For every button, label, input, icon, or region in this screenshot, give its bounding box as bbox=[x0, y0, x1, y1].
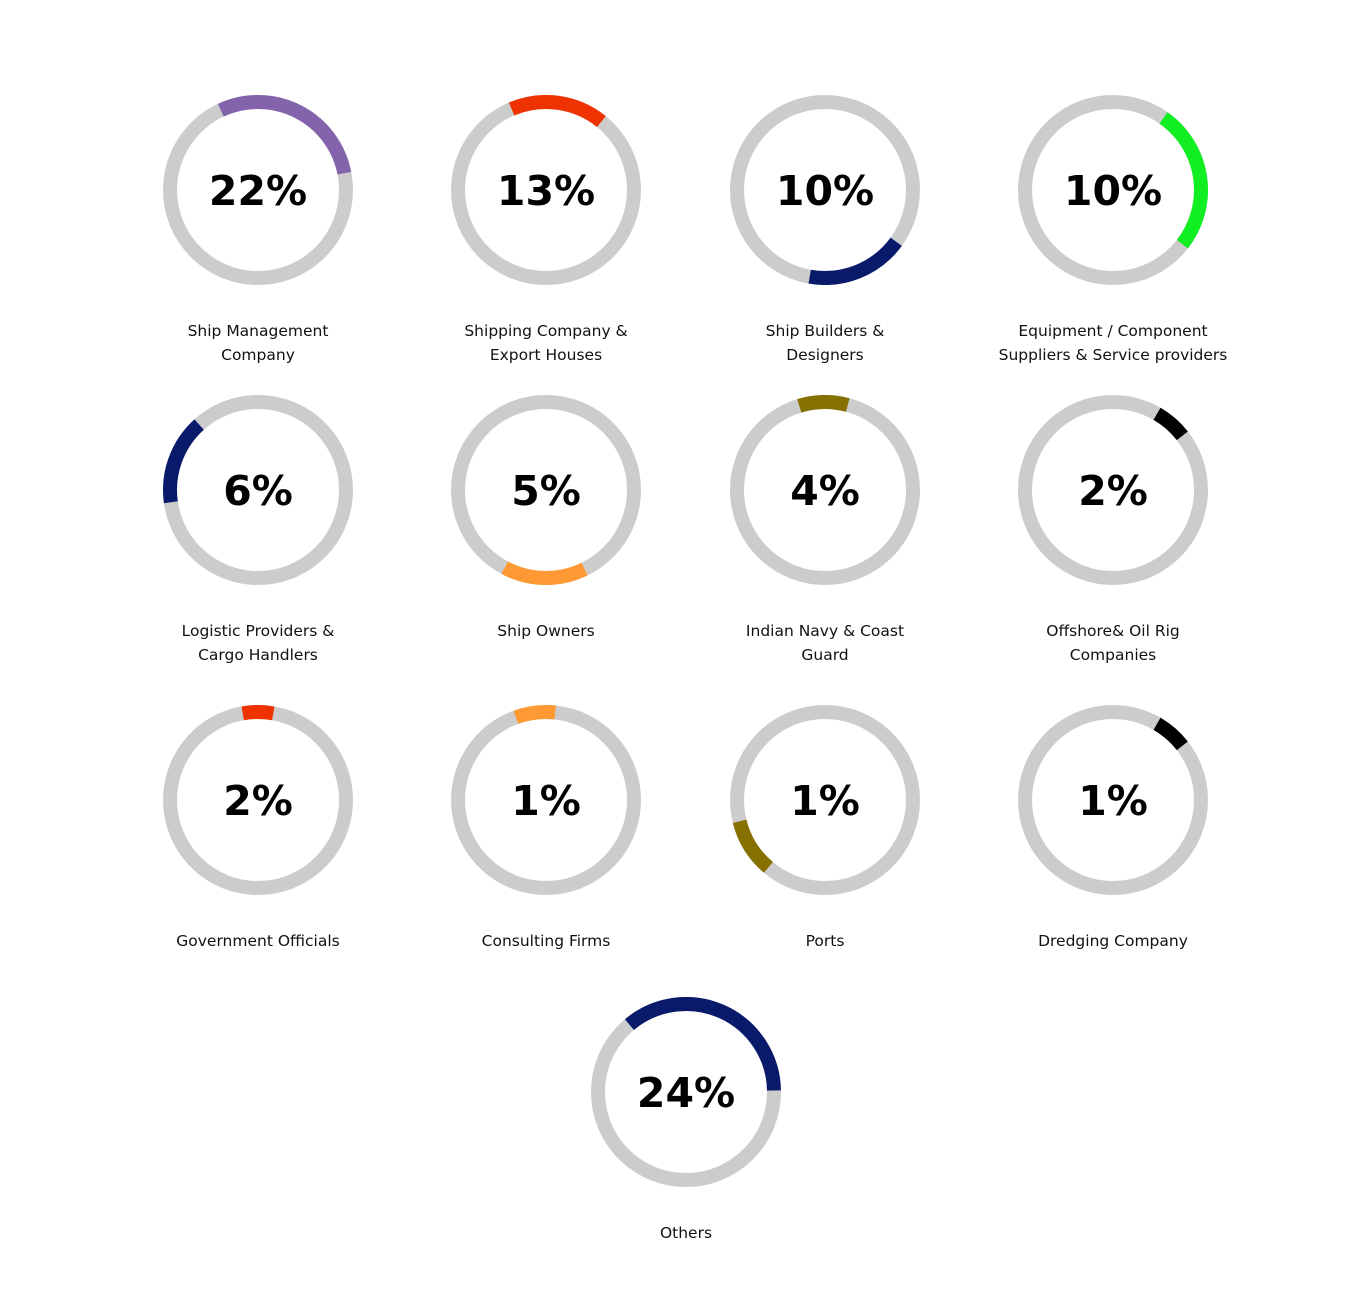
ring-arc bbox=[241, 705, 275, 721]
percentage-value: 5% bbox=[511, 467, 581, 515]
donut-ring: 5% bbox=[451, 395, 641, 585]
ring-track bbox=[1018, 705, 1208, 895]
percentage-value: 6% bbox=[223, 467, 293, 515]
category-label: Logistic Providers & Cargo Handlers bbox=[181, 622, 335, 664]
donut-ring: 1% bbox=[730, 705, 920, 895]
stat-item: 10% Equipment / Component Suppliers & Serv… bbox=[963, 95, 1263, 367]
percentage-value: 10% bbox=[776, 167, 874, 215]
stat-item: 4% Indian Navy & Coast Guard bbox=[675, 395, 975, 667]
stat-item: 10% Ship Builders & Designers bbox=[675, 95, 975, 367]
stat-item: 1% Dredging Company bbox=[963, 705, 1263, 953]
donut-ring: 22% bbox=[163, 95, 353, 285]
ring-arc bbox=[808, 237, 902, 285]
category-label: Ship Builders & Designers bbox=[765, 322, 885, 364]
stat-item: 1% Ports bbox=[675, 705, 975, 953]
percentage-value: 2% bbox=[223, 777, 293, 825]
percentage-value: 1% bbox=[790, 777, 860, 825]
stat-item: 6% Logistic Providers & Cargo Handlers bbox=[108, 395, 408, 667]
donut-ring: 1% bbox=[1018, 705, 1208, 895]
percentage-value: 1% bbox=[1078, 777, 1148, 825]
ring-arc bbox=[508, 95, 606, 128]
stat-item: 2% Government Officials bbox=[108, 705, 408, 953]
stat-item: 13% Shipping Company & Export Houses bbox=[396, 95, 696, 367]
percentage-value: 2% bbox=[1078, 467, 1148, 515]
category-label: Offshore& Oil Rig Companies bbox=[1046, 622, 1180, 664]
category-label: Ship Management Company bbox=[187, 322, 329, 364]
ring-track bbox=[1018, 395, 1208, 585]
donut-ring: 13% bbox=[451, 95, 641, 285]
ring-arc bbox=[624, 997, 781, 1091]
stat-item: 2% Offshore& Oil Rig Companies bbox=[963, 395, 1263, 667]
category-label: Consulting Firms bbox=[481, 932, 611, 950]
category-label: Dredging Company bbox=[1038, 932, 1188, 950]
percentage-value: 10% bbox=[1064, 167, 1162, 215]
ring-arc bbox=[501, 561, 588, 585]
ring-arc bbox=[513, 705, 556, 724]
stat-item: 1% Consulting Firms bbox=[396, 705, 696, 953]
percentage-value: 22% bbox=[209, 167, 307, 215]
donut-ring: 6% bbox=[163, 395, 353, 585]
stat-item: 24% Others bbox=[536, 997, 836, 1245]
donut-ring: 10% bbox=[1018, 95, 1208, 285]
ring-arc bbox=[1153, 407, 1188, 441]
category-label: Equipment / Component Suppliers & Service… bbox=[998, 322, 1228, 364]
category-label: Indian Navy & Coast Guard bbox=[745, 622, 905, 664]
donut-ring: 1% bbox=[451, 705, 641, 895]
donut-ring: 10% bbox=[730, 95, 920, 285]
donut-ring: 4% bbox=[730, 395, 920, 585]
ring-arc bbox=[163, 419, 204, 504]
ring-arc bbox=[1159, 112, 1208, 249]
category-label: Ports bbox=[805, 932, 845, 950]
donut-ring: 24% bbox=[591, 997, 781, 1187]
ring-track bbox=[730, 705, 920, 895]
ring-arc bbox=[217, 95, 352, 175]
percentage-value: 24% bbox=[637, 1069, 735, 1117]
category-label: Ship Owners bbox=[497, 622, 595, 640]
stat-item: 22% Ship Management Company bbox=[108, 95, 408, 367]
donut-ring: 2% bbox=[163, 705, 353, 895]
ring-arc bbox=[1153, 717, 1188, 751]
stat-item: 5% Ship Owners bbox=[396, 395, 696, 643]
ring-arc bbox=[732, 819, 774, 873]
percentage-value: 13% bbox=[497, 167, 595, 215]
category-label: Shipping Company & Export Houses bbox=[464, 322, 628, 364]
percentage-value: 4% bbox=[790, 467, 860, 515]
category-label: Government Officials bbox=[176, 932, 340, 950]
percentage-value: 1% bbox=[511, 777, 581, 825]
category-label: Others bbox=[659, 1224, 713, 1242]
donut-ring: 2% bbox=[1018, 395, 1208, 585]
ring-arc bbox=[797, 395, 850, 413]
